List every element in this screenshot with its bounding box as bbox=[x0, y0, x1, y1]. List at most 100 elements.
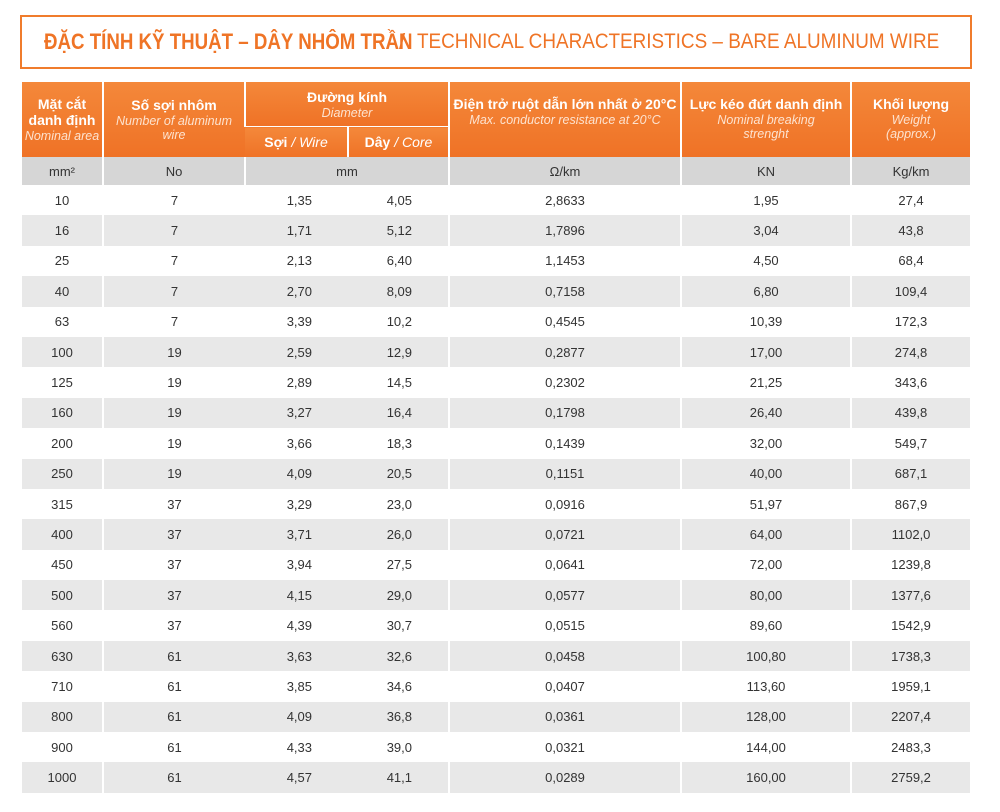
data-row: 800 61 4,09 36,8 0,0361 128,00 2207,4 bbox=[22, 701, 971, 733]
header-en: Diameter bbox=[321, 105, 373, 120]
header-cell: Điện trở ruột dẫn lớn nhất ở 20°C Max. co… bbox=[448, 82, 682, 157]
data-cell: 4,39 bbox=[245, 610, 348, 641]
header-vi: Khối lượng bbox=[872, 96, 950, 112]
table-body: mm² No mm Ω/km KN Kg/km 10 7 1,35 4,05 2,8633 1,95 2… bbox=[22, 157, 971, 793]
data-cell: 3,71 bbox=[245, 519, 348, 550]
data-cell: 560 bbox=[22, 610, 103, 641]
data-cell: 0,1151 bbox=[448, 458, 682, 489]
data-cell: 6,80 bbox=[680, 276, 852, 307]
data-cell: 18,3 bbox=[348, 428, 450, 459]
data-row: 900 61 4,33 39,0 0,0321 144,00 2483,3 bbox=[22, 732, 971, 763]
data-cell: 34,6 bbox=[348, 671, 450, 702]
data-cell: 61 bbox=[102, 762, 245, 793]
data-cell: 867,9 bbox=[850, 488, 971, 520]
data-cell: 61 bbox=[102, 640, 245, 672]
data-cell: 0,7158 bbox=[448, 276, 682, 307]
data-cell: 17,00 bbox=[680, 336, 852, 368]
data-cell: 61 bbox=[102, 701, 245, 733]
data-cell: 3,63 bbox=[245, 640, 348, 672]
data-cell: 500 bbox=[22, 580, 103, 611]
data-cell: 2,70 bbox=[245, 276, 348, 307]
data-cell: 10,39 bbox=[680, 306, 852, 337]
header-en: Max. conductor resistance at 20°C bbox=[469, 113, 661, 127]
data-cell: 6,40 bbox=[348, 245, 450, 277]
data-row: 400 37 3,71 26,0 0,0721 64,00 1102,0 bbox=[22, 519, 971, 550]
data-cell: 3,85 bbox=[245, 671, 348, 702]
data-cell: 687,1 bbox=[850, 458, 971, 489]
data-cell: 100,80 bbox=[680, 640, 852, 672]
data-cell: 19 bbox=[102, 336, 245, 368]
data-cell: 3,29 bbox=[245, 488, 348, 520]
data-cell: 40,00 bbox=[680, 458, 852, 489]
header-en: Weight (approx.) bbox=[886, 113, 937, 141]
data-cell: 3,04 bbox=[680, 215, 852, 246]
data-cell: 2483,3 bbox=[850, 732, 971, 763]
header-cell: Số sợi nhôm Number of aluminum wire bbox=[102, 82, 245, 157]
data-cell: 439,8 bbox=[850, 397, 971, 429]
data-cell: 27,4 bbox=[850, 185, 971, 216]
data-row: 710 61 3,85 34,6 0,0407 113,60 1959,1 bbox=[22, 671, 971, 702]
data-cell: 0,2877 bbox=[448, 336, 682, 368]
header-vi: Điện trở ruột dẫn lớn nhất ở 20°C bbox=[453, 96, 677, 112]
header-separator: / bbox=[394, 134, 399, 150]
header-cell: Lực kéo đứt danh định Nominal breaking st… bbox=[680, 82, 852, 157]
header-vi: Dây bbox=[364, 134, 391, 150]
data-cell: 7 bbox=[102, 215, 245, 246]
data-cell: 0,0361 bbox=[448, 701, 682, 733]
data-cell: 3,94 bbox=[245, 549, 348, 581]
header-cell: Đường kính Diameter bbox=[243, 82, 450, 127]
data-cell: 1102,0 bbox=[850, 519, 971, 550]
data-cell: 2,59 bbox=[245, 336, 348, 368]
data-cell: 4,50 bbox=[680, 245, 852, 277]
data-cell: 1738,3 bbox=[850, 640, 971, 672]
data-cell: 1,71 bbox=[245, 215, 348, 246]
data-cell: 27,5 bbox=[348, 549, 450, 581]
data-cell: 19 bbox=[102, 458, 245, 489]
data-cell: 30,7 bbox=[348, 610, 450, 641]
data-cell: 37 bbox=[102, 610, 245, 641]
data-cell: 0,0407 bbox=[448, 671, 682, 702]
data-cell: 41,1 bbox=[348, 762, 450, 793]
data-cell: 113,60 bbox=[680, 671, 852, 702]
data-row: 200 19 3,66 18,3 0,1439 32,00 549,7 bbox=[22, 428, 971, 459]
data-row: 160 19 3,27 16,4 0,1798 26,40 439,8 bbox=[22, 397, 971, 429]
data-cell: 4,09 bbox=[245, 458, 348, 489]
data-cell: 16 bbox=[22, 215, 103, 246]
data-cell: 7 bbox=[102, 245, 245, 277]
header-en: Nominal breaking strenght bbox=[717, 113, 815, 141]
data-cell: 64,00 bbox=[680, 519, 852, 550]
data-cell: 2759,2 bbox=[850, 762, 971, 793]
data-cell: 0,0577 bbox=[448, 580, 682, 611]
header-cell: Dây / Core bbox=[346, 126, 450, 157]
data-cell: 800 bbox=[22, 701, 103, 733]
data-row: 10 7 1,35 4,05 2,8633 1,95 27,4 bbox=[22, 185, 971, 216]
data-cell: 0,0916 bbox=[448, 488, 682, 520]
data-row: 315 37 3,29 23,0 0,0916 51,97 867,9 bbox=[22, 488, 971, 520]
data-row: 40 7 2,70 8,09 0,7158 6,80 109,4 bbox=[22, 276, 971, 307]
data-cell: 89,60 bbox=[680, 610, 852, 641]
units-row: mm² No mm Ω/km KN Kg/km bbox=[22, 157, 971, 185]
data-cell: 4,15 bbox=[245, 580, 348, 611]
data-row: 63 7 3,39 10,2 0,4545 10,39 172,3 bbox=[22, 306, 971, 337]
data-cell: 710 bbox=[22, 671, 103, 702]
unit-cell: mm² bbox=[22, 157, 103, 185]
data-row: 1000 61 4,57 41,1 0,0289 160,00 2759,2 bbox=[22, 762, 971, 793]
data-cell: 72,00 bbox=[680, 549, 852, 581]
unit-cell: KN bbox=[680, 157, 852, 185]
data-cell: 0,0289 bbox=[448, 762, 682, 793]
header-vi: Mặt cắt danh định bbox=[28, 96, 96, 128]
header-cell: Mặt cắt danh định Nominal area bbox=[22, 82, 103, 157]
data-cell: 109,4 bbox=[850, 276, 971, 307]
data-cell: 26,40 bbox=[680, 397, 852, 429]
header-en: Number of aluminum wire bbox=[115, 114, 232, 142]
data-cell: 200 bbox=[22, 428, 103, 459]
data-cell: 40 bbox=[22, 276, 103, 307]
data-cell: 1,1453 bbox=[448, 245, 682, 277]
data-cell: 0,1798 bbox=[448, 397, 682, 429]
data-cell: 7 bbox=[102, 185, 245, 216]
title-separator: / bbox=[399, 29, 406, 54]
data-cell: 25 bbox=[22, 245, 103, 277]
header-en: Nominal area bbox=[24, 129, 100, 143]
data-cell: 1239,8 bbox=[850, 549, 971, 581]
